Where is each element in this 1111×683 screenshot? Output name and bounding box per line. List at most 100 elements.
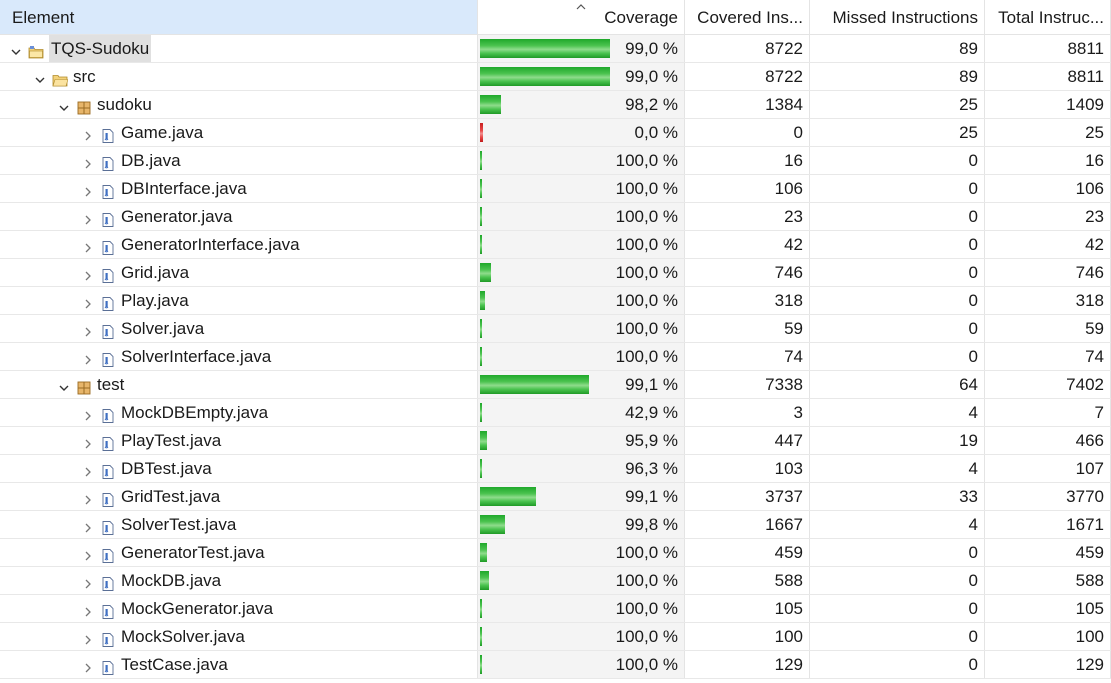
coverage-cell: 42,9 % — [478, 399, 685, 426]
table-row[interactable]: MockDB.java 100,0 % 588 0 588 — [0, 567, 1111, 595]
element-cell: SolverInterface.java — [0, 343, 478, 370]
covered-instructions: 42 — [685, 231, 810, 258]
covered-instructions: 129 — [685, 651, 810, 678]
chevron-right-icon[interactable] — [80, 629, 96, 645]
coverage-cell: 99,0 % — [478, 63, 685, 90]
covered-instructions: 8722 — [685, 35, 810, 62]
coverage-bar — [480, 319, 611, 338]
coverage-percent: 100,0 % — [615, 347, 678, 366]
chevron-right-icon[interactable] — [80, 293, 96, 309]
total-instructions: 74 — [985, 343, 1111, 370]
coverage-cell: 100,0 % — [478, 147, 685, 174]
total-instructions: 8811 — [985, 35, 1111, 62]
covered-bar-segment — [480, 627, 482, 646]
table-row[interactable]: Game.java 0,0 % 0 25 25 — [0, 119, 1111, 147]
chevron-right-icon[interactable] — [80, 237, 96, 253]
chevron-right-icon[interactable] — [80, 461, 96, 477]
chevron-down-icon[interactable] — [8, 41, 24, 57]
total-instructions: 588 — [985, 567, 1111, 594]
column-header-coverage[interactable]: Coverage — [478, 0, 685, 34]
column-header-covered[interactable]: Covered Ins... — [685, 0, 810, 34]
chevron-right-icon[interactable] — [80, 489, 96, 505]
chevron-right-icon[interactable] — [80, 433, 96, 449]
covered-bar-segment — [480, 403, 482, 422]
element-name: MockDBEmpty.java — [121, 403, 269, 422]
chevron-down-icon[interactable] — [56, 377, 72, 393]
missed-instructions: 0 — [810, 175, 985, 202]
table-row[interactable]: MockSolver.java 100,0 % 100 0 100 — [0, 623, 1111, 651]
chevron-right-icon[interactable] — [80, 209, 96, 225]
coverage-bar — [480, 207, 611, 226]
table-row[interactable]: DBInterface.java 100,0 % 106 0 106 — [0, 175, 1111, 203]
chevron-right-icon[interactable] — [80, 265, 96, 281]
table-row[interactable]: TestCase.java 100,0 % 129 0 129 — [0, 651, 1111, 679]
table-row[interactable]: Grid.java 100,0 % 746 0 746 — [0, 259, 1111, 287]
column-header-element[interactable]: Element — [0, 0, 478, 34]
table-row[interactable]: Generator.java 100,0 % 23 0 23 — [0, 203, 1111, 231]
element-name: TQS-Sudoku — [49, 35, 152, 62]
table-row[interactable]: sudoku 98,2 % 1384 25 1409 — [0, 91, 1111, 119]
java-file-icon — [100, 237, 116, 255]
element-name: PlayTest.java — [121, 431, 222, 450]
covered-bar-segment — [480, 543, 487, 562]
project-icon — [28, 41, 44, 58]
element-cell: src — [0, 63, 478, 90]
coverage-bar — [480, 123, 611, 142]
missed-instructions: 4 — [810, 455, 985, 482]
table-row[interactable]: GeneratorInterface.java 100,0 % 42 0 42 — [0, 231, 1111, 259]
element-name: Grid.java — [121, 263, 190, 282]
chevron-right-icon[interactable] — [80, 125, 96, 141]
covered-instructions: 100 — [685, 623, 810, 650]
chevron-right-icon[interactable] — [80, 405, 96, 421]
chevron-down-icon[interactable] — [32, 69, 48, 85]
chevron-right-icon[interactable] — [80, 545, 96, 561]
covered-bar-segment — [480, 291, 485, 310]
table-row[interactable]: DB.java 100,0 % 16 0 16 — [0, 147, 1111, 175]
total-instructions: 59 — [985, 315, 1111, 342]
element-name: MockGenerator.java — [121, 599, 274, 618]
table-row[interactable]: test 99,1 % 7338 64 7402 — [0, 371, 1111, 399]
package-icon — [76, 97, 92, 114]
covered-bar-segment — [480, 263, 492, 282]
column-header-missed[interactable]: Missed Instructions — [810, 0, 985, 34]
table-row[interactable]: Solver.java 100,0 % 59 0 59 — [0, 315, 1111, 343]
covered-instructions: 7338 — [685, 371, 810, 398]
table-row[interactable]: src 99,0 % 8722 89 8811 — [0, 63, 1111, 91]
java-file-icon — [100, 573, 116, 591]
coverage-bar — [480, 403, 611, 422]
chevron-right-icon[interactable] — [80, 517, 96, 533]
table-row[interactable]: DBTest.java 96,3 % 103 4 107 — [0, 455, 1111, 483]
chevron-right-icon[interactable] — [80, 573, 96, 589]
coverage-cell: 99,8 % — [478, 511, 685, 538]
table-row[interactable]: SolverTest.java 99,8 % 1667 4 1671 — [0, 511, 1111, 539]
chevron-right-icon[interactable] — [80, 657, 96, 673]
table-row[interactable]: Play.java 100,0 % 318 0 318 — [0, 287, 1111, 315]
coverage-bar — [480, 95, 611, 114]
covered-instructions: 8722 — [685, 63, 810, 90]
total-instructions: 746 — [985, 259, 1111, 286]
covered-instructions: 23 — [685, 203, 810, 230]
table-header: Element Coverage Covered Ins... Missed I… — [0, 0, 1111, 35]
table-row[interactable]: TQS-Sudoku 99,0 % 8722 89 8811 — [0, 35, 1111, 63]
table-row[interactable]: MockGenerator.java 100,0 % 105 0 105 — [0, 595, 1111, 623]
missed-instructions: 0 — [810, 567, 985, 594]
coverage-cell: 100,0 % — [478, 203, 685, 230]
table-row[interactable]: PlayTest.java 95,9 % 447 19 466 — [0, 427, 1111, 455]
coverage-percent: 99,1 % — [625, 487, 678, 506]
table-row[interactable]: MockDBEmpty.java 42,9 % 3 4 7 — [0, 399, 1111, 427]
chevron-right-icon[interactable] — [80, 153, 96, 169]
table-row[interactable]: SolverInterface.java 100,0 % 74 0 74 — [0, 343, 1111, 371]
chevron-right-icon[interactable] — [80, 601, 96, 617]
element-name: test — [97, 375, 125, 394]
element-cell: MockGenerator.java — [0, 595, 478, 622]
chevron-right-icon[interactable] — [80, 181, 96, 197]
column-header-coverage-label: Coverage — [604, 8, 678, 27]
table-row[interactable]: GridTest.java 99,1 % 3737 33 3770 — [0, 483, 1111, 511]
chevron-down-icon[interactable] — [56, 97, 72, 113]
table-row[interactable]: GeneratorTest.java 100,0 % 459 0 459 — [0, 539, 1111, 567]
chevron-right-icon[interactable] — [80, 321, 96, 337]
covered-instructions: 106 — [685, 175, 810, 202]
total-instructions: 1409 — [985, 91, 1111, 118]
column-header-total[interactable]: Total Instruc... — [985, 0, 1111, 34]
chevron-right-icon[interactable] — [80, 349, 96, 365]
